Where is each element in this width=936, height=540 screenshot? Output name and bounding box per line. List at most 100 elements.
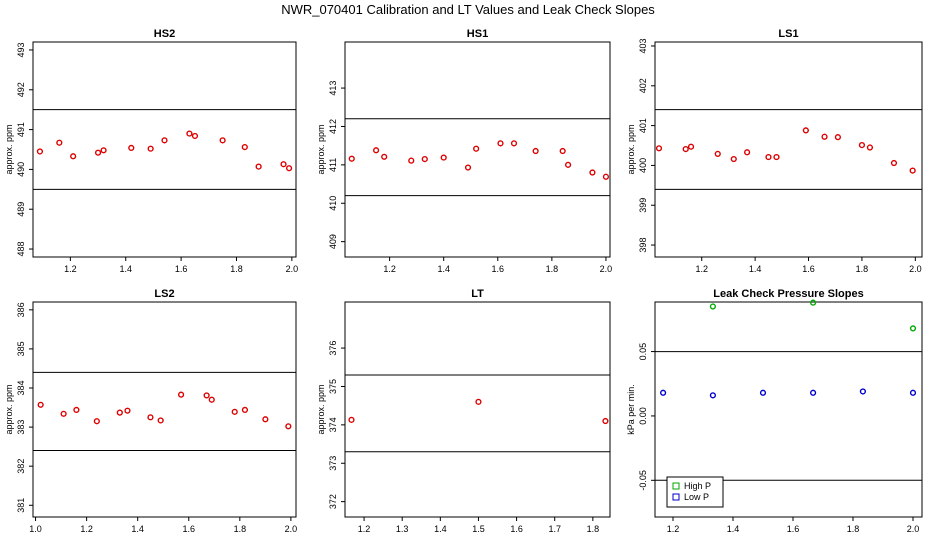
panel-leak-check-pressure-slopes-high-p-point-1 — [809, 299, 817, 306]
panel-ls1-xtick-label-2: 1.6 — [802, 264, 815, 274]
panel-ls1-ls1-point-2 — [687, 143, 695, 150]
panel-ls2-ls2-point-0 — [37, 401, 44, 408]
panel-hs2-hs2-point-10 — [219, 137, 226, 144]
panel-ls2-xtick-label-5: 2.0 — [285, 524, 298, 534]
panel-hs2-hs2-point-11 — [241, 144, 248, 151]
panel-leak-check-pressure-slopes-frame — [654, 301, 923, 518]
panel-hs1-hs1-point-7 — [473, 145, 480, 152]
panel-leak-check-pressure-slopes: Leak Check Pressure Slopes 1.2 1.4 1.6 1.8 2.… — [626, 288, 923, 534]
panel-hs1-hs1-point-13 — [589, 169, 596, 176]
panel-ls2-ls2-point-9 — [203, 392, 210, 399]
panel-lt-ytick-label-0: 372 — [328, 494, 338, 509]
panel-hs2-hs2-point-7 — [161, 137, 168, 144]
panel-ls1-ls1-point-7 — [773, 153, 780, 161]
panel-leak-check-pressure-slopes-low-p-point-2 — [759, 389, 767, 396]
panel-ls2-ls2-point-6 — [147, 414, 154, 421]
panel-lt-lt-point-1 — [475, 398, 482, 405]
panel-lt-ytick-label-3: 375 — [328, 379, 338, 394]
panel-hs2-frame — [32, 41, 297, 258]
panel-lt-title: LT — [471, 288, 484, 300]
panel-ls2-ls2-point-10 — [208, 396, 215, 403]
panel-hs2-ytick-label-2: 490 — [16, 162, 26, 177]
panel-hs2-ytick-label-1: 489 — [16, 202, 26, 217]
panel-ls2-ls2-point-3 — [93, 418, 100, 425]
panel-ls1-xtick-label-0: 1.2 — [695, 264, 708, 274]
panel-lt-xtick-label-3: 1.5 — [472, 524, 485, 534]
panel-leak-check-pressure-slopes-ytick-label-1: 0.00 — [638, 407, 648, 425]
panel-leak-check-pressure-slopes-high-p-point-2 — [909, 325, 917, 332]
panel-hs1-hs1-point-10 — [532, 147, 539, 155]
panel-ls1-ls1-point-14 — [909, 167, 916, 174]
panel-ls2: LS2 1.0 1.2 1.4 1.6 1.8 2.0 381 382 383 384 385 386 a… — [4, 288, 297, 534]
panel-ls2-ls2-point-5 — [124, 407, 131, 414]
panel-hs1-hs1-point-9 — [510, 140, 518, 147]
panel-ls1-ytick-label-0: 398 — [638, 238, 648, 253]
panel-hs1-hs1-point-5 — [440, 154, 447, 161]
panel-lt-xtick-label-5: 1.7 — [548, 524, 561, 534]
panel-leak-check-pressure-slopes-xtick-label-3: 1.8 — [847, 524, 860, 534]
panel-lt-xtick-label-4: 1.6 — [510, 524, 523, 534]
panel-lt-ytick-label-1: 373 — [328, 456, 338, 471]
panel-hs2-ytick-label-5: 493 — [16, 42, 26, 57]
panel-ls2-ls2-point-14 — [285, 423, 292, 430]
panel-ls1-frame — [654, 41, 923, 258]
panel-ls2-ytick-label-1: 382 — [16, 459, 26, 474]
panel-leak-check-pressure-slopes-legend-swatch-low-p — [672, 493, 680, 501]
panel-leak-check-pressure-slopes-high-p-point-0 — [709, 303, 717, 310]
panel-hs2-hs2-point-6 — [147, 145, 154, 152]
panel-hs2-hs2-point-5 — [128, 144, 135, 152]
panel-ls2-ls2-point-7 — [157, 417, 164, 424]
panel-ls1-xtick-label-1: 1.4 — [749, 264, 762, 274]
panel-hs1-xtick-label-1: 1.4 — [437, 264, 450, 274]
panel-ls2-ls2-point-11 — [231, 408, 238, 415]
panel-hs2-hs2-point-12 — [255, 163, 262, 170]
panel-ls2-xtick-label-1: 1.2 — [80, 524, 93, 534]
panel-ls2-ls2-point-13 — [262, 416, 269, 423]
panel-hs1-hs1-point-0 — [348, 155, 355, 162]
panel-hs1: HS1 1.2 1.4 1.6 1.8 2.0 409 410 411 412 413 approx.… — [316, 28, 612, 274]
panel-hs1-hs1-point-8 — [497, 140, 504, 147]
figure-title: NWR_070401 Calibration and LT Values and… — [281, 2, 655, 17]
panel-hs1-hs1-point-2 — [381, 153, 388, 160]
panel-ls1-ls1-point-8 — [802, 127, 809, 134]
panel-ls2-frame — [32, 301, 297, 518]
panel-hs1-ytick-label-0: 409 — [328, 234, 338, 249]
panel-ls1-ylabel: approx. ppm — [626, 124, 636, 174]
panel-ls2-ls2-point-8 — [177, 391, 185, 398]
panel-leak-check-pressure-slopes-xtick-label-2: 1.6 — [787, 524, 800, 534]
panel-hs2-hs2-point-4 — [100, 147, 107, 154]
panel-lt-lt-point-0 — [348, 416, 355, 423]
panel-ls1-title: LS1 — [778, 28, 798, 40]
panel-lt-lt-point-2 — [602, 417, 609, 425]
panel-hs1-xtick-label-0: 1.2 — [383, 264, 396, 274]
panel-hs1-xtick-label-4: 2.0 — [600, 264, 613, 274]
panel-ls1-ytick-label-4: 402 — [638, 78, 648, 93]
panel-leak-check-pressure-slopes-low-p-point-3 — [809, 389, 817, 396]
panel-ls1-xtick-label-3: 1.8 — [856, 264, 869, 274]
panel-hs2-xtick-label-0: 1.2 — [64, 264, 77, 274]
panel-leak-check-pressure-slopes-xtick-label-4: 2.0 — [907, 524, 920, 534]
panel-hs1-hs1-point-12 — [564, 161, 572, 168]
panel-hs2-hs2-point-9 — [191, 132, 199, 140]
panel-hs1-hs1-point-4 — [421, 155, 428, 163]
panel-ls2-ytick-label-5: 386 — [16, 302, 26, 317]
panel-leak-check-pressure-slopes-ylabel: kPa per min. — [626, 384, 636, 435]
panel-leak-check-pressure-slopes-legend-label-low-p: Low P — [684, 492, 709, 502]
panel-ls1-ytick-label-2: 400 — [638, 158, 648, 173]
panel-hs1-ylabel: approx. ppm — [316, 124, 326, 174]
panel-ls2-ls2-point-2 — [73, 406, 80, 413]
panel-hs2-hs2-point-0 — [36, 148, 44, 155]
panel-leak-check-pressure-slopes-ytick-label-2: 0.05 — [638, 343, 648, 361]
panel-lt-ylabel: approx. ppm — [316, 384, 326, 434]
panel-lt-frame — [344, 301, 611, 518]
panel-hs2-hs2-point-3 — [94, 149, 102, 156]
panel-hs2-xtick-label-3: 1.8 — [230, 264, 243, 274]
panel-ls1-ls1-point-1 — [682, 146, 689, 153]
panel-hs1-hs1-point-6 — [464, 164, 472, 171]
panel-lt-xtick-label-2: 1.4 — [434, 524, 447, 534]
panel-ls2-xtick-label-3: 1.6 — [182, 524, 195, 534]
panel-hs2-ylabel: approx. ppm — [4, 124, 14, 174]
panel-hs2: HS2 1.2 1.4 1.6 1.8 2.0 488 489 490 491 492 493 appr… — [4, 28, 298, 274]
panel-hs1-ytick-label-3: 412 — [328, 119, 338, 134]
